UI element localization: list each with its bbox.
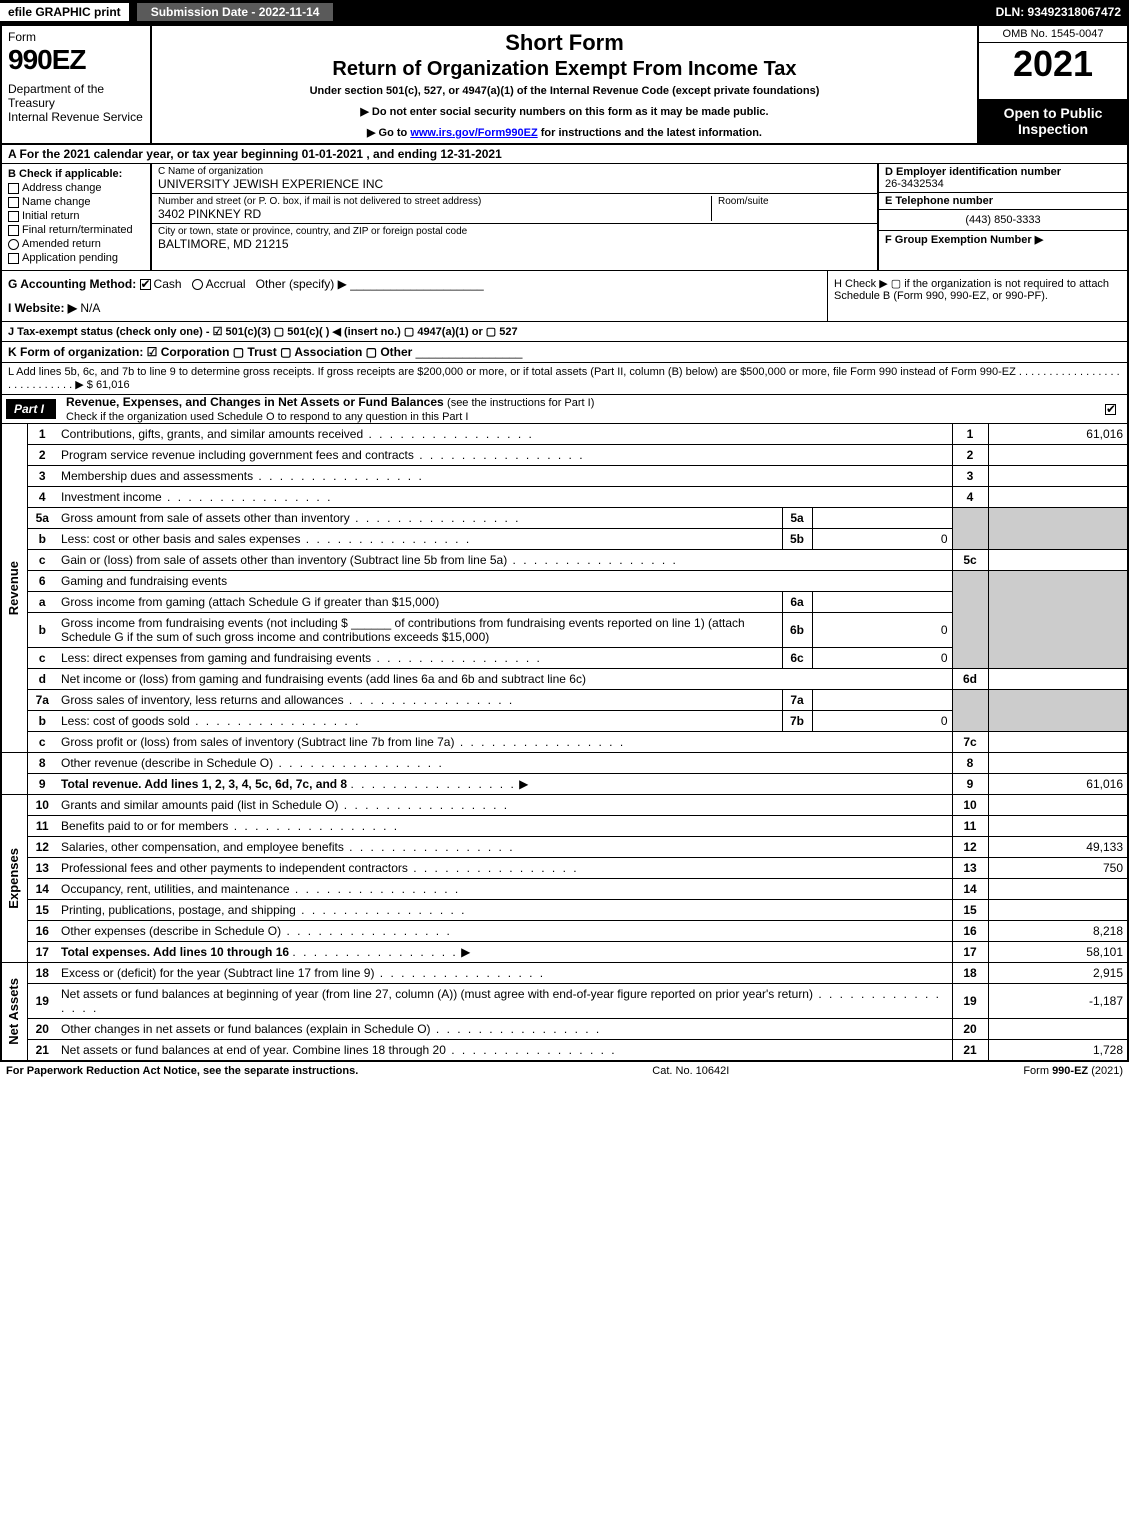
chk-final-return[interactable]: Final return/terminated [8,224,144,236]
goto-note: ▶ Go to www.irs.gov/Form990EZ for instru… [160,126,969,139]
l-text: L Add lines 5b, 6c, and 7b to line 9 to … [8,366,1120,391]
part1-tab: Part I [6,399,56,419]
ssn-note: ▶ Do not enter social security numbers o… [160,105,969,118]
irs-link[interactable]: www.irs.gov/Form990EZ [410,127,537,139]
amt-21: 1,728 [988,1040,1128,1061]
website-value: N/A [80,301,100,315]
d-label: D Employer identification number [885,166,1061,178]
row-a: A For the 2021 calendar year, or tax yea… [0,145,1129,164]
ein-value: 26-3432534 [885,178,944,190]
goto-pre: ▶ Go to [367,127,410,139]
department: Department of the Treasury Internal Reve… [8,82,144,124]
street-label: Number and street (or P. O. box, if mail… [158,196,711,207]
form-header: Form 990EZ Department of the Treasury In… [0,24,1129,145]
footer-center: Cat. No. 10642I [358,1065,1023,1077]
return-title: Return of Organization Exempt From Incom… [160,58,969,81]
col-c: C Name of organization UNIVERSITY JEWISH… [152,164,877,270]
part1-header: Part I Revenue, Expenses, and Changes in… [0,395,1129,424]
goto-post: for instructions and the latest informat… [538,127,762,139]
open-public: Open to Public Inspection [979,99,1127,143]
efile-print[interactable]: efile GRAPHIC print [0,3,129,21]
vlabel-expenses: Expenses [6,848,21,909]
under-section: Under section 501(c), 527, or 4947(a)(1)… [160,85,969,97]
col-b: B Check if applicable: Address change Na… [2,164,152,270]
ln-1: 1 [27,424,57,445]
dln: DLN: 93492318067472 [996,5,1129,19]
row-k: K Form of organization: ☑ Corporation ▢ … [0,342,1129,363]
lines-table: Revenue 1 Contributions, gifts, grants, … [0,424,1129,1061]
col-de: D Employer identification number 26-3432… [877,164,1127,270]
chk-cash[interactable] [140,279,151,290]
room-label: Room/suite [718,196,871,207]
c-name-label: C Name of organization [158,166,871,177]
chk-amended-return[interactable]: Amended return [8,238,144,250]
city-label: City or town, state or province, country… [158,226,871,237]
c-address: Number and street (or P. O. box, if mail… [152,194,877,224]
header-right: OMB No. 1545-0047 2021 Open to Public In… [977,26,1127,143]
footer-left: For Paperwork Reduction Act Notice, see … [6,1065,358,1077]
l-value: 61,016 [96,379,130,391]
short-form-title: Short Form [160,30,969,56]
chk-address-change[interactable]: Address change [8,182,144,194]
form-number: 990EZ [8,44,144,76]
b-header: B Check if applicable: [8,168,144,180]
g-accounting: G Accounting Method: Cash Accrual Other … [2,271,827,321]
footer-right: Form 990-EZ (2021) [1023,1065,1123,1077]
h-schedule-b: H Check ▶ ▢ if the organization is not r… [827,271,1127,321]
top-bar: efile GRAPHIC print Submission Date - 20… [0,0,1129,24]
row-l: L Add lines 5b, 6c, and 7b to line 9 to … [0,363,1129,395]
other-specify: Other (specify) ▶ [256,277,347,291]
city-value: BALTIMORE, MD 21215 [158,237,871,251]
row-gh: G Accounting Method: Cash Accrual Other … [0,271,1129,322]
org-name: UNIVERSITY JEWISH EXPERIENCE INC [158,177,871,191]
vlabel-net-assets: Net Assets [6,978,21,1045]
omb-number: OMB No. 1545-0047 [979,26,1127,43]
d-ein: D Employer identification number 26-3432… [879,164,1127,193]
chk-accrual[interactable] [192,279,203,290]
f-group: F Group Exemption Number ▶ [879,231,1127,248]
amt-12: 49,133 [988,837,1128,858]
tax-year: 2021 [979,43,1127,99]
part1-title: Revenue, Expenses, and Changes in Net As… [60,395,1105,423]
street-value: 3402 PINKNEY RD [158,207,711,221]
header-center: Short Form Return of Organization Exempt… [152,26,977,143]
part1-check: Check if the organization used Schedule … [66,411,468,423]
chk-application-pending[interactable]: Application pending [8,252,144,264]
val-5b: 0 [812,529,952,550]
amt-1: 61,016 [988,424,1128,445]
amt-17: 58,101 [988,942,1128,963]
amt-13: 750 [988,858,1128,879]
c-name: C Name of organization UNIVERSITY JEWISH… [152,164,877,194]
phone-value: (443) 850-3333 [879,210,1127,231]
val-7b: 0 [812,711,952,732]
c-city: City or town, state or province, country… [152,224,877,253]
val-6b: 0 [812,613,952,648]
part1-checkbox[interactable] [1105,402,1119,416]
amt-18: 2,915 [988,963,1128,984]
amt-19: -1,187 [988,984,1128,1019]
val-6c: 0 [812,648,952,669]
g-label: G Accounting Method: [8,277,136,291]
form-word: Form [8,30,144,44]
header-left: Form 990EZ Department of the Treasury In… [2,26,152,143]
amt-16: 8,218 [988,921,1128,942]
submission-date: Submission Date - 2022-11-14 [135,1,336,23]
chk-initial-return[interactable]: Initial return [8,210,144,222]
footer: For Paperwork Reduction Act Notice, see … [0,1061,1129,1080]
vlabel-revenue: Revenue [6,561,21,615]
i-label: I Website: ▶ [8,301,77,315]
e-phone-label: E Telephone number [879,193,1127,210]
amt-9: 61,016 [988,774,1128,795]
chk-name-change[interactable]: Name change [8,196,144,208]
row-j: J Tax-exempt status (check only one) - ☑… [0,322,1129,342]
section-bcde: B Check if applicable: Address change Na… [0,164,1129,271]
